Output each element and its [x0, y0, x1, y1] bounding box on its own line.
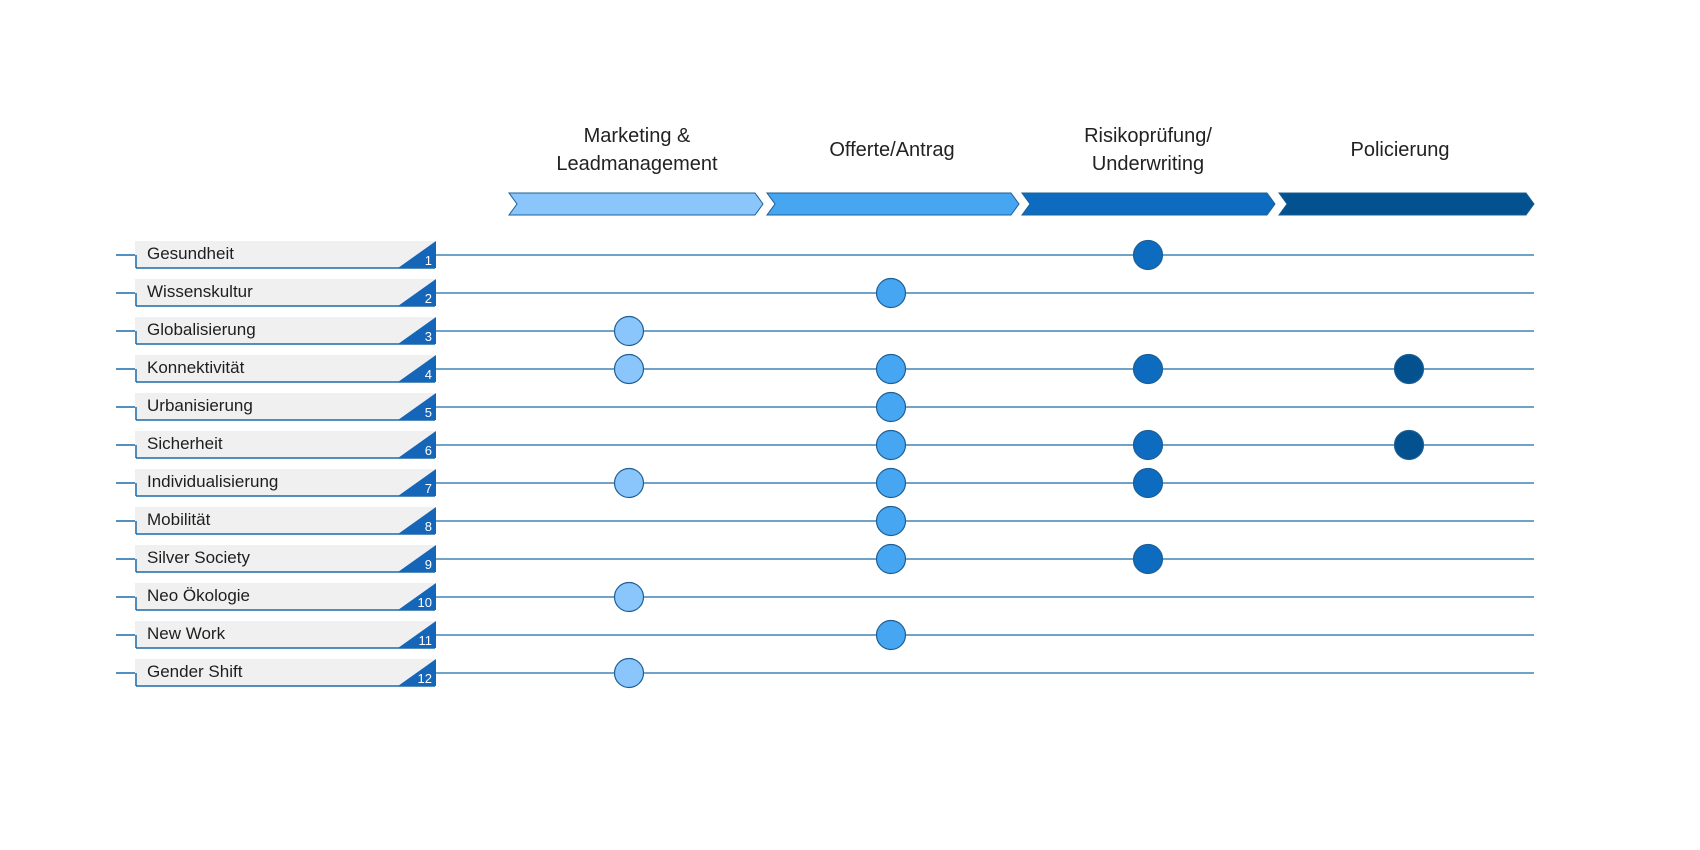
trend-number: 7	[425, 481, 432, 496]
impact-dot-risikopruefung	[1132, 467, 1164, 499]
impact-dot-marketing	[613, 581, 645, 613]
impact-dot-offerte	[875, 391, 907, 423]
trend-number-badge	[398, 393, 436, 420]
trend-number: 11	[419, 633, 433, 648]
trend-number: 10	[418, 595, 432, 610]
phase-header-offerte: Offerte/Antrag	[829, 139, 955, 161]
trend-label: Individualisierung	[147, 472, 279, 491]
trend-number: 5	[425, 405, 432, 420]
trend-number-badge	[398, 431, 436, 458]
impact-dot-marketing	[613, 657, 645, 689]
trend-label-box	[135, 431, 435, 458]
trend-number: 4	[425, 367, 432, 382]
trend-number-badge	[398, 583, 436, 610]
trend-label: Gesundheit	[147, 244, 234, 263]
trend-number-badge	[398, 317, 436, 344]
impact-dot-risikopruefung	[1132, 543, 1164, 575]
trend-number-badge	[398, 507, 436, 534]
impact-dot-marketing	[613, 315, 645, 347]
trend-label: Silver Society	[147, 548, 250, 567]
trend-label-box	[135, 317, 435, 344]
phase-header-policierung: Policierung	[1350, 139, 1450, 161]
trend-label-box	[135, 583, 435, 610]
impact-dot-risikopruefung	[1132, 353, 1164, 385]
impact-dot-offerte	[875, 467, 907, 499]
impact-dot-marketing	[613, 467, 645, 499]
phase-arrow-offerte	[766, 192, 1020, 216]
trend-label-box	[135, 659, 435, 686]
trend-number: 9	[425, 557, 432, 572]
trend-number: 6	[425, 443, 432, 458]
impact-dot-offerte	[875, 277, 907, 309]
impact-dot-offerte	[875, 429, 907, 461]
trend-number-badge	[398, 469, 436, 496]
trend-number-badge	[398, 659, 436, 686]
trend-number-badge	[398, 545, 436, 572]
trend-label-box	[135, 355, 435, 382]
trend-label-box	[135, 545, 435, 572]
trend-number: 8	[425, 519, 432, 534]
trend-label: Urbanisierung	[147, 396, 253, 415]
impact-dot-risikopruefung	[1132, 239, 1164, 271]
trend-label: New Work	[147, 624, 226, 643]
trend-label-box	[135, 393, 435, 420]
trend-number-badge	[398, 241, 436, 268]
trend-number: 1	[425, 253, 432, 268]
phase-header-marketing: Marketing & Leadmanagement	[556, 125, 718, 175]
trend-label: Neo Ökologie	[147, 586, 251, 605]
impact-dot-policierung	[1393, 429, 1425, 461]
phase-arrow-risikopruefung	[1021, 192, 1276, 216]
impact-dot-offerte	[875, 505, 907, 537]
trend-number: 2	[425, 291, 432, 306]
phase-arrow-policierung	[1278, 192, 1535, 216]
impact-dot-policierung	[1393, 353, 1425, 385]
trend-number-badge	[398, 621, 436, 648]
trend-label: Konnektivität	[147, 358, 245, 377]
trend-label-box	[135, 241, 435, 268]
trend-label: Globalisierung	[147, 320, 256, 339]
impact-dot-offerte	[875, 543, 907, 575]
trend-label: Gender Shift	[147, 662, 243, 681]
trend-number: 12	[418, 671, 432, 686]
trend-number: 3	[425, 329, 432, 344]
impact-dot-offerte	[875, 353, 907, 385]
phase-header-risikopruefung: Risikoprüfung/ Underwriting	[1084, 125, 1212, 175]
trend-label-box	[135, 621, 435, 648]
trend-label-box	[135, 279, 435, 306]
trend-label: Mobilität	[147, 510, 211, 529]
phase-arrow-marketing	[508, 192, 764, 216]
impact-dot-risikopruefung	[1132, 429, 1164, 461]
trend-number-badge	[398, 355, 436, 382]
trend-label: Sicherheit	[147, 434, 223, 453]
impact-dot-offerte	[875, 619, 907, 651]
trend-label: Wissenskultur	[147, 282, 253, 301]
trend-label-box	[135, 469, 435, 496]
trend-label-box	[135, 507, 435, 534]
impact-dot-marketing	[613, 353, 645, 385]
trend-number-badge	[398, 279, 436, 306]
